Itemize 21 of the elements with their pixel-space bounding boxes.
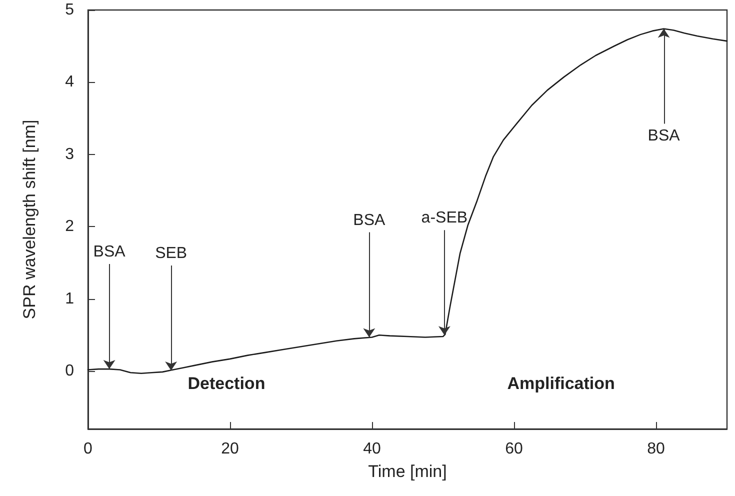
annotation: BSA	[353, 212, 386, 229]
x-tick-label: 0	[84, 440, 93, 458]
x-tick-label: 60	[505, 440, 523, 458]
annotation: SEB	[155, 244, 188, 262]
y-tick-label: 5	[65, 2, 74, 18]
annotation: a-SEB	[421, 210, 468, 227]
y-tick-label: 4	[65, 74, 74, 91]
annotation: Detection	[188, 374, 266, 393]
annotation: BSA	[648, 127, 680, 144]
x-tick-label: 20	[221, 440, 239, 458]
y-axis-title: SPR wavelength shift [nm]	[20, 120, 39, 320]
x-tick-label: 80	[647, 440, 665, 458]
x-tick-label: 40	[363, 440, 381, 458]
y-tick-label: 1	[65, 290, 74, 308]
line-series	[87, 28, 728, 374]
y-tick-label: 0	[65, 362, 74, 380]
annotation: Amplification	[507, 374, 615, 393]
y-tick-label: 2	[65, 218, 74, 236]
x-axis-title: Time [min]	[368, 462, 447, 481]
y-tick-label: 3	[65, 146, 74, 163]
annotation: BSA	[93, 244, 126, 261]
